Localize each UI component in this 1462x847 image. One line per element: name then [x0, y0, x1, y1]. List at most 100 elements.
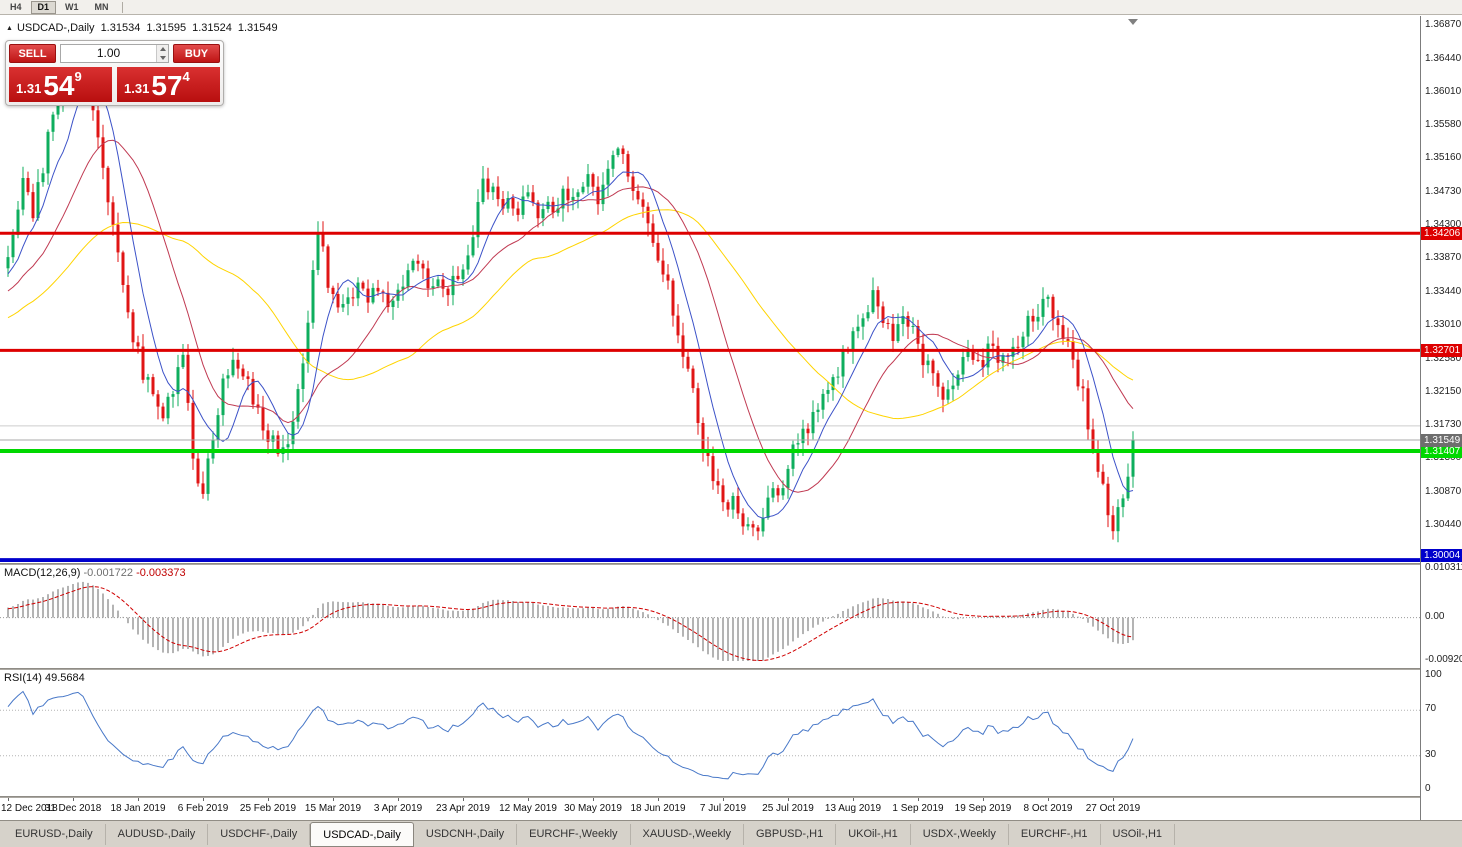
rsi-title: RSI(14)	[4, 672, 42, 684]
sell-button[interactable]: SELL	[9, 44, 56, 63]
time-tick	[1048, 798, 1049, 801]
price-tick-label: 1.30440	[1425, 519, 1462, 531]
chart-tab-eurchfh1[interactable]: EURCHF-,H1	[1009, 824, 1101, 845]
macd-chart[interactable]	[0, 565, 1420, 668]
time-tick	[853, 798, 854, 801]
rsi-axis-label: 0	[1425, 783, 1431, 794]
oneclick-collapse-icon[interactable]: ▲	[6, 24, 13, 32]
candlestick-chart[interactable]	[0, 16, 1420, 562]
ohlc-open: 1.31534	[100, 22, 141, 34]
chart-tab-xauusdweekly[interactable]: XAUUSD-,Weekly	[631, 824, 744, 845]
sell-price-prefix: 1.31	[16, 81, 42, 96]
panel-separator[interactable]	[0, 796, 1462, 798]
price-tick-label: 1.34300	[1425, 219, 1462, 230]
macd-label: MACD(12,26,9) -0.001722 -0.003373	[4, 567, 186, 579]
time-tick	[918, 798, 919, 801]
chart-tab-ukoilh1[interactable]: UKOil-,H1	[836, 824, 911, 845]
sell-price-big: 54	[43, 70, 75, 101]
price-tick-label: 1.33440	[1425, 285, 1462, 297]
macd-title: MACD(12,26,9)	[4, 567, 81, 579]
toolbar-separator	[121, 1, 123, 13]
volume-input[interactable]: 1.00	[60, 44, 169, 63]
date-label: 25 Jul 2019	[762, 803, 814, 814]
price-tick-label: 1.32580	[1425, 352, 1462, 364]
sell-price-display[interactable]: 1.31 54 9	[9, 67, 112, 102]
rsi-value: 49.5684	[44, 672, 85, 684]
buy-price-display[interactable]: 1.31 57 4	[117, 67, 220, 102]
macd-main-value: -0.001722	[83, 567, 134, 579]
time-tick	[1113, 798, 1114, 801]
date-label: 8 Oct 2019	[1023, 803, 1073, 814]
time-tick	[463, 798, 464, 801]
date-label: 31 Dec 2018	[44, 803, 102, 814]
chart-tab-bar: EURUSD-,Daily AUDUSD-,Daily USDCHF-,Daily U…	[0, 820, 1462, 847]
time-tick	[788, 798, 789, 801]
price-tick-label: 1.34730	[1425, 185, 1462, 197]
ohlc-close: 1.31549	[237, 22, 278, 34]
date-label: 12 Dec 2018	[1, 803, 58, 814]
rsi-chart[interactable]	[0, 670, 1420, 796]
price-axis[interactable]: 1.36870 1.36440 1.36010 1.35580 1.35160 1.347…	[1420, 16, 1462, 820]
time-tick	[983, 798, 984, 801]
buy-price-pip: 4	[182, 69, 190, 84]
volume-value[interactable]: 1.00	[96, 46, 121, 60]
chart-tab-usoilh1[interactable]: USOil-,H1	[1101, 824, 1176, 845]
chart-tab-usdcnhdaily[interactable]: USDCNH-,Daily	[414, 824, 518, 845]
volume-spinner[interactable]	[156, 45, 168, 62]
panel-separator[interactable]	[0, 668, 1462, 670]
macd-signal-value: -0.003373	[136, 567, 186, 579]
timeframe-button-w1[interactable]: W1	[65, 2, 79, 12]
time-tick	[398, 798, 399, 801]
spinner-down-icon[interactable]	[157, 53, 168, 62]
chart-symbol-period: USDCAD-,Daily	[16, 22, 95, 34]
chart-tab-usdxweekly[interactable]: USDX-,Weekly	[911, 824, 1009, 845]
price-tick-label: 1.36870	[1425, 19, 1462, 31]
time-tick	[658, 798, 659, 801]
timeframe-button-mn[interactable]: MN	[94, 2, 109, 12]
chart-tab-eurusddaily[interactable]: EURUSD-,Daily	[3, 824, 106, 845]
buy-button[interactable]: BUY	[173, 44, 220, 63]
chart-tab-usdchfdaily[interactable]: USDCHF-,Daily	[208, 824, 311, 845]
buy-price-prefix: 1.31	[124, 81, 150, 96]
date-label: 19 Sep 2019	[954, 803, 1012, 814]
time-tick	[528, 798, 529, 801]
date-label: 12 May 2019	[499, 803, 557, 814]
rsi-label: RSI(14) 49.5684	[4, 672, 85, 684]
date-label: 15 Mar 2019	[304, 803, 362, 814]
rsi-indicator-panel[interactable]: RSI(14) 49.5684	[0, 670, 1420, 796]
price-tick-label: 1.32150	[1425, 386, 1462, 398]
price-tag-132701: 1.32701	[1421, 344, 1462, 358]
date-label: 27 Oct 2019	[1085, 803, 1141, 814]
time-tick	[203, 798, 204, 801]
chart-tab-gbpusdh1[interactable]: GBPUSD-,H1	[744, 824, 837, 845]
chart-tab-eurchfweekly[interactable]: EURCHF-,Weekly	[517, 824, 631, 845]
price-tick-label: 1.35580	[1425, 119, 1462, 131]
timeframe-toolbar: H4 D1 W1 MN	[0, 0, 1462, 15]
timeframe-button-h4[interactable]: H4	[10, 2, 22, 12]
price-tick-label: 1.33010	[1425, 319, 1462, 331]
spinner-up-icon[interactable]	[157, 45, 168, 54]
timeframe-button-d1[interactable]: D1	[30, 0, 57, 14]
macd-indicator-panel[interactable]: MACD(12,26,9) -0.001722 -0.003373	[0, 565, 1420, 668]
date-label: 23 Apr 2019	[436, 803, 490, 814]
date-label: 25 Feb 2019	[239, 803, 297, 814]
ohlc-high: 1.31595	[146, 22, 187, 34]
main-chart-panel[interactable]: ▲ USDCAD-,Daily 1.31534 1.31595 1.31524 …	[0, 16, 1420, 562]
date-label: 18 Jun 2019	[630, 803, 686, 814]
price-tick-label: 1.36440	[1425, 52, 1462, 64]
macd-axis-label: 0.010311	[1425, 562, 1462, 573]
price-tick-label: 1.31730	[1425, 418, 1462, 430]
panel-separator[interactable]	[0, 563, 1462, 565]
chart-tab-usdcaddaily[interactable]: USDCAD-,Daily	[310, 822, 414, 847]
chart-tab-audusddaily[interactable]: AUDUSD-,Daily	[106, 824, 209, 845]
one-click-trading-panel: SELL 1.00 BUY 1.31 54 9 1.31 57 4	[5, 40, 224, 106]
date-label: 30 May 2019	[564, 803, 622, 814]
price-tag-131407: 1.31407	[1421, 445, 1462, 458]
date-label: 7 Jul 2019	[699, 803, 747, 814]
time-tick	[73, 798, 74, 801]
date-label: 1 Sep 2019	[892, 803, 944, 814]
price-tick-label: 1.33870	[1425, 252, 1462, 264]
time-tick	[138, 798, 139, 801]
time-axis[interactable]: 12 Dec 2018 31 Dec 2018 18 Jan 2019 6 Feb 2…	[0, 798, 1420, 820]
